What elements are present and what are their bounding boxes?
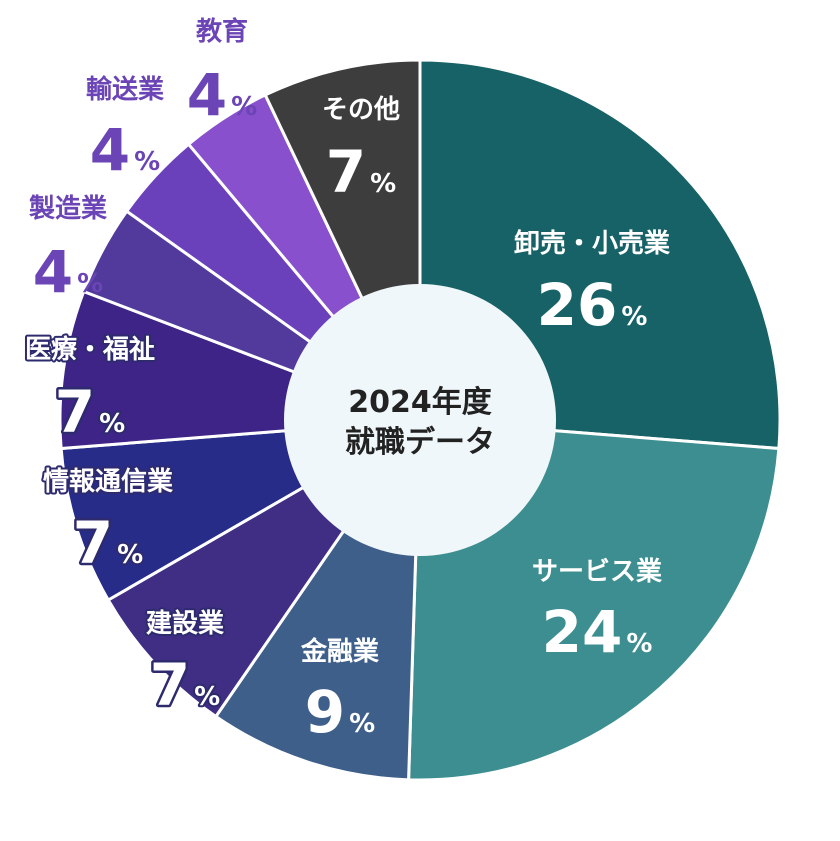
slice-label-8: 輸送業 <box>86 74 164 105</box>
slice-value-2: 24% <box>542 598 653 666</box>
slice-value-7: 4% <box>33 238 103 306</box>
center-disc <box>284 284 556 556</box>
slice-value-4: 7% <box>150 651 220 719</box>
slice-value-1: 26% <box>537 271 648 339</box>
slice-value-10: 7% <box>326 138 396 206</box>
slice-label-6: 医療・福祉 <box>25 335 155 365</box>
slice-label-7: 製造業 <box>29 194 107 224</box>
slice-label-10: その他 <box>322 95 400 125</box>
slice-label-2: サービス業 <box>532 557 662 587</box>
center-label-line-2: 就職データ <box>345 425 495 460</box>
slice-value-6: 7% <box>55 378 125 446</box>
slice-value-3: 9% <box>305 678 375 746</box>
slice-label-1: 卸売・小売業 <box>514 228 670 259</box>
slice-label-5: 情報通信業 <box>43 467 173 497</box>
center-label-line-1: 2024年度 <box>348 385 492 420</box>
slice-label-9: 教育 <box>196 16 248 47</box>
slice-value-5: 7% <box>73 509 143 577</box>
slice-value-9: 4% <box>187 61 257 129</box>
slice-label-3: 金融業 <box>300 636 379 667</box>
slice-value-8: 4% <box>90 116 160 184</box>
slice-label-4: 建設業 <box>146 608 224 639</box>
